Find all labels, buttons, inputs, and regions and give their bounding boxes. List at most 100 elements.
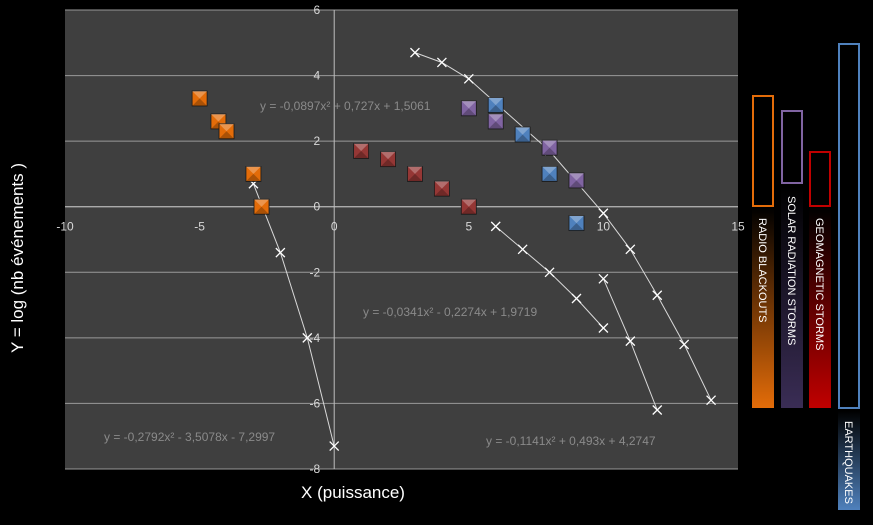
y-tick-label: 4 xyxy=(314,69,321,83)
data-point-highlight xyxy=(353,143,369,151)
data-point-highlight xyxy=(254,199,270,207)
data-point-highlight xyxy=(515,127,531,135)
data-point-highlight xyxy=(461,100,477,109)
plot-area xyxy=(65,10,738,469)
data-point-highlight xyxy=(568,215,584,224)
trend-point-marker xyxy=(544,267,555,278)
data-point xyxy=(460,100,477,117)
data-point xyxy=(541,139,558,156)
legend-item-solar-radiation-storms: SOLAR RADIATION STORMS xyxy=(781,110,803,408)
data-point-square xyxy=(460,198,477,215)
legend-label-earthquakes: EARTHQUAKES xyxy=(842,421,854,504)
trendlines xyxy=(248,47,717,452)
y-tick-label: 2 xyxy=(314,134,321,148)
data-point-shade xyxy=(542,173,558,182)
legend-bar-solar-radiation-storms xyxy=(781,186,803,408)
data-point xyxy=(353,143,370,159)
data-point-shade xyxy=(515,134,531,143)
trend-point-marker xyxy=(436,57,447,68)
data-point-shade xyxy=(434,188,450,197)
legend-bar-geomagnetic-storms xyxy=(809,208,831,408)
data-point xyxy=(433,180,450,197)
data-point-square xyxy=(514,126,531,143)
data-point-square xyxy=(568,172,585,189)
legend-label-geomagnetic-storms: GEOMAGNETIC STORMS xyxy=(813,218,825,350)
data-point-highlight xyxy=(192,91,208,99)
trendline-1 xyxy=(252,183,335,447)
legend-bar-radio-blackouts xyxy=(752,208,774,408)
x-tick-label: 5 xyxy=(465,220,472,234)
legend-box-solar-radiation-storms xyxy=(781,110,803,184)
data-point-square xyxy=(460,100,477,117)
data-point xyxy=(568,172,585,189)
trend-point-marker xyxy=(598,208,609,219)
data-point-shade xyxy=(488,121,504,129)
data-point-square xyxy=(541,166,558,182)
data-point-shade xyxy=(219,131,235,139)
data-point-square xyxy=(353,143,370,159)
trend-point-marker xyxy=(652,290,663,301)
trend-point-marker xyxy=(625,336,636,347)
data-point xyxy=(218,123,235,140)
data-point-highlight xyxy=(542,140,558,148)
data-point-shade xyxy=(254,206,270,215)
data-point-square xyxy=(541,139,558,156)
data-point-shade xyxy=(353,150,369,159)
data-point-highlight xyxy=(434,181,450,189)
trend-point-marker xyxy=(410,47,420,58)
y-tick-label: 6 xyxy=(314,3,321,17)
data-point-highlight xyxy=(380,151,396,160)
data-point-highlight xyxy=(219,123,235,132)
data-point-shade xyxy=(488,105,504,113)
data-point-square xyxy=(407,166,423,182)
data-point xyxy=(380,151,396,168)
data-point-shade xyxy=(380,159,396,167)
data-point xyxy=(407,166,423,182)
data-point xyxy=(245,166,262,182)
data-point-square xyxy=(218,123,235,140)
data-point-highlight xyxy=(488,113,504,122)
data-point-square xyxy=(253,198,270,215)
data-point xyxy=(191,90,208,107)
data-point-square xyxy=(433,180,450,197)
data-point xyxy=(253,198,270,215)
tick-labels: 6 4 2 0 -2 -4 -6 -8 -10 -5 0 5 10 15 xyxy=(56,3,745,476)
trend-point-marker xyxy=(463,73,474,84)
x-tick-label: -10 xyxy=(56,220,74,234)
y-tick-label: -4 xyxy=(310,331,321,345)
trend-point-marker xyxy=(652,405,663,415)
data-point-shade xyxy=(568,223,584,231)
data-point-square xyxy=(380,151,396,168)
data-point-highlight xyxy=(407,166,423,174)
trend-point-marker xyxy=(571,293,582,304)
trend-point-marker xyxy=(706,395,717,406)
x-tick-label: -5 xyxy=(194,220,205,234)
data-point-shade xyxy=(461,108,477,116)
y-tick-label: -8 xyxy=(310,462,321,476)
x-tick-label: 0 xyxy=(331,220,338,234)
x-tick-label: 10 xyxy=(597,220,611,234)
data-point-shade xyxy=(568,180,584,188)
trendline-equation-3: y = -0,0341x² - 0,2274x + 1,9719 xyxy=(363,305,537,319)
data-point xyxy=(568,215,585,232)
trend-point-marker xyxy=(598,273,609,284)
data-point-square xyxy=(487,113,504,130)
x-tick-label: 15 xyxy=(731,220,745,234)
data-point xyxy=(487,97,504,113)
trend-point-marker xyxy=(598,323,609,333)
trend-point-marker xyxy=(302,332,313,343)
data-point-highlight xyxy=(488,97,504,106)
data-point-square xyxy=(487,97,504,113)
data-point-highlight xyxy=(461,199,477,207)
legend: RADIO BLACKOUTS SOLAR RADIATION STORMS G… xyxy=(752,43,860,510)
legend-label-radio-blackouts: RADIO BLACKOUTS xyxy=(756,218,768,323)
legend-item-geomagnetic-storms: GEOMAGNETIC STORMS xyxy=(809,151,831,408)
trend-point-marker xyxy=(625,244,636,255)
data-point-square xyxy=(245,166,262,182)
data-point-highlight xyxy=(210,113,226,122)
data-point-shade xyxy=(245,173,261,182)
data-point xyxy=(487,113,504,130)
trend-point-marker xyxy=(679,339,690,350)
